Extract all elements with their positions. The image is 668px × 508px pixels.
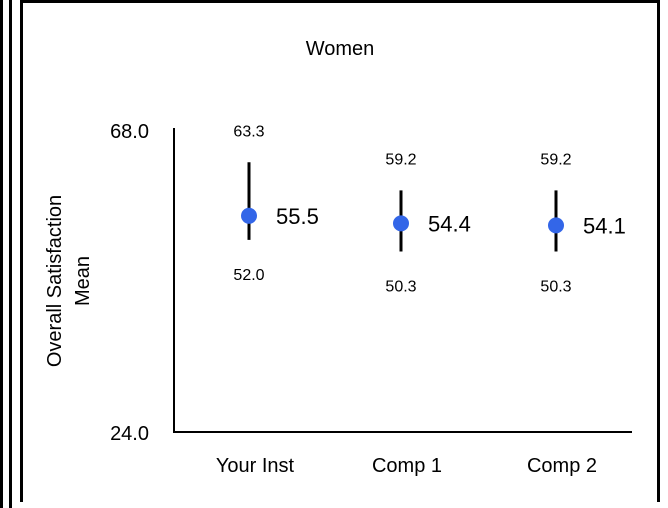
chart-marks: 55.5 63.3 52.0 Your Inst 54.4 59.2 50.3 Comp 1 5… xyxy=(216,123,626,477)
upper-label-3: 59.2 xyxy=(540,151,571,168)
x-category-label-2: Comp 1 xyxy=(372,455,442,477)
chart-frame-top xyxy=(20,0,660,3)
mean-label-2: 54.4 xyxy=(428,211,471,236)
mean-label-3: 54.1 xyxy=(583,213,626,238)
lower-label-2: 50.3 xyxy=(385,278,416,295)
chart-title: Women xyxy=(306,38,375,60)
y-axis-label: Overall Satisfaction Mean xyxy=(44,195,94,367)
upper-label-1: 63.3 xyxy=(233,123,264,140)
x-category-label-1: Your Inst xyxy=(216,455,295,477)
mean-point-2 xyxy=(393,215,409,232)
x-category-label-3: Comp 2 xyxy=(527,455,597,477)
left-border-inner xyxy=(9,0,12,508)
mean-point-3 xyxy=(548,217,564,234)
mean-point-1 xyxy=(241,207,257,224)
lower-label-3: 50.3 xyxy=(540,278,571,295)
chart-frame xyxy=(20,0,660,502)
upper-label-2: 59.2 xyxy=(385,151,416,168)
mean-label-1: 55.5 xyxy=(276,204,319,229)
y-axis-label-line-2: Mean xyxy=(72,256,94,306)
y-tick-label-max: 68.0 xyxy=(110,121,149,143)
y-axis-label-line-1: Overall Satisfaction xyxy=(44,195,66,367)
y-tick-label-min: 24.0 xyxy=(110,423,149,445)
lower-label-1: 52.0 xyxy=(233,267,264,284)
left-border-outer xyxy=(0,0,3,508)
